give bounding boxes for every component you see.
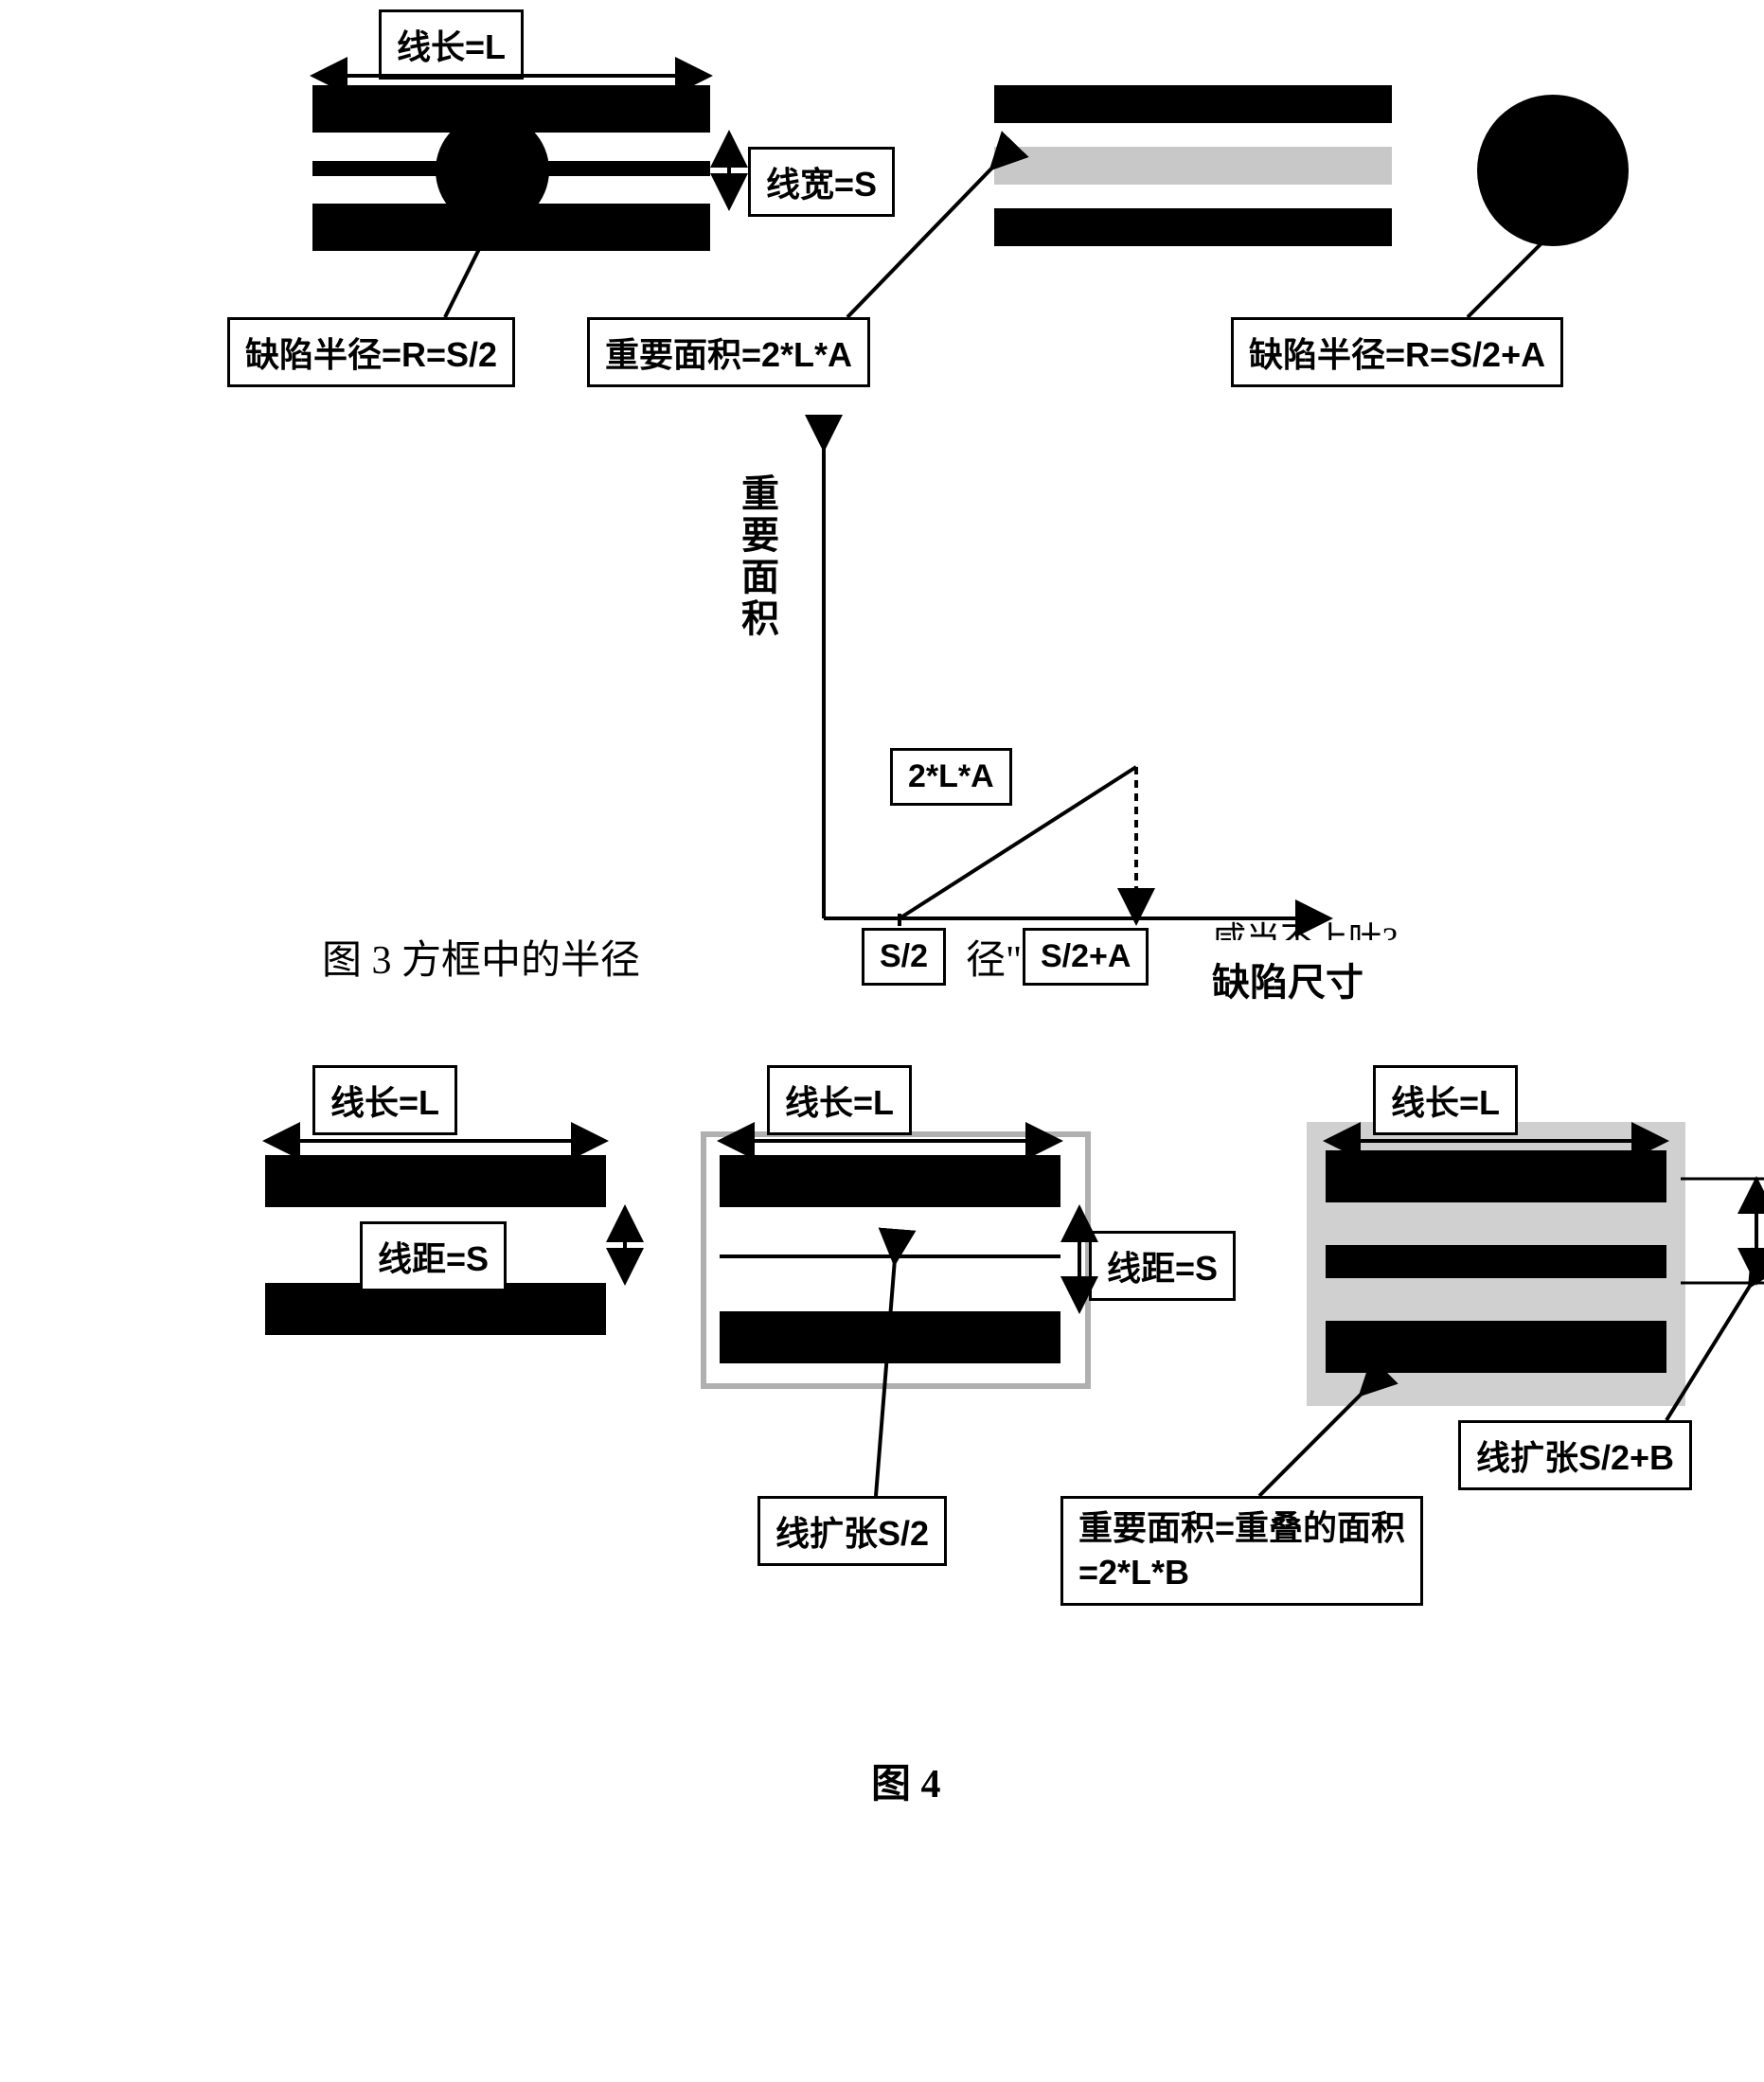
fig4-p3-length-label: 线长=L xyxy=(1373,1065,1518,1135)
fig3-caption-mid: 径" xyxy=(966,928,1022,986)
fig4-p2-center-line xyxy=(720,1255,1060,1258)
fig3-graph-ylabel: 重要面积 xyxy=(729,473,784,640)
fig4-p1-bar-top xyxy=(265,1155,606,1207)
fig3-caption-prefix: 图 3 方框中的半径 xyxy=(322,928,640,986)
fig3-graph-xlabel: 缺陷尺寸 xyxy=(1212,952,1363,1006)
fig4-p3-bar-top xyxy=(1326,1150,1666,1202)
fig4-p3-expand-label: 线扩张S/2+B xyxy=(1458,1420,1692,1490)
fig4-p3-bar-mid xyxy=(1326,1245,1666,1278)
fig3-right-defect-label: 缺陷半径=R=S/2+A xyxy=(1231,317,1563,387)
fig4-p3-bar-bot xyxy=(1326,1321,1666,1373)
fig4-p3-critical-area-label: 重要面积=重叠的面积 =2*L*B xyxy=(1060,1496,1423,1606)
fig3-right-defect-dot xyxy=(1477,95,1629,246)
fig3-right-bar-top xyxy=(994,85,1392,123)
fig3-right-bar-bot xyxy=(994,208,1392,246)
fig4-p2-spacing-label: 线距=S xyxy=(1089,1231,1236,1301)
fig3-graph-ytick: 2*L*A xyxy=(890,748,1012,806)
fig4-p2-expand-label: 线扩张S/2 xyxy=(757,1496,947,1566)
fig4-p1-length-label: 线长=L xyxy=(312,1065,457,1135)
fig3-right-gray-mid xyxy=(994,147,1392,185)
fig4-p2-bar-top xyxy=(720,1155,1060,1207)
fig3-left-defect-dot xyxy=(436,114,549,227)
fig4-caption: 图 4 xyxy=(871,1752,941,1809)
fig3-caption-fragment: 咸当不上吐? xyxy=(1212,912,1458,940)
fig4-p2-length-label: 线长=L xyxy=(767,1065,912,1135)
fig3-right-critical-area-label: 重要面积=2*L*A xyxy=(587,317,870,387)
fig3-left-defect-label: 缺陷半径=R=S/2 xyxy=(227,317,515,387)
fig3-graph-axes xyxy=(757,426,1345,956)
fig3-graph-xtick2: S/2+A xyxy=(1023,928,1149,986)
fig4-p1-spacing-label: 线距=S xyxy=(360,1221,507,1291)
fig3-graph-xtick1: S/2 xyxy=(862,928,946,986)
